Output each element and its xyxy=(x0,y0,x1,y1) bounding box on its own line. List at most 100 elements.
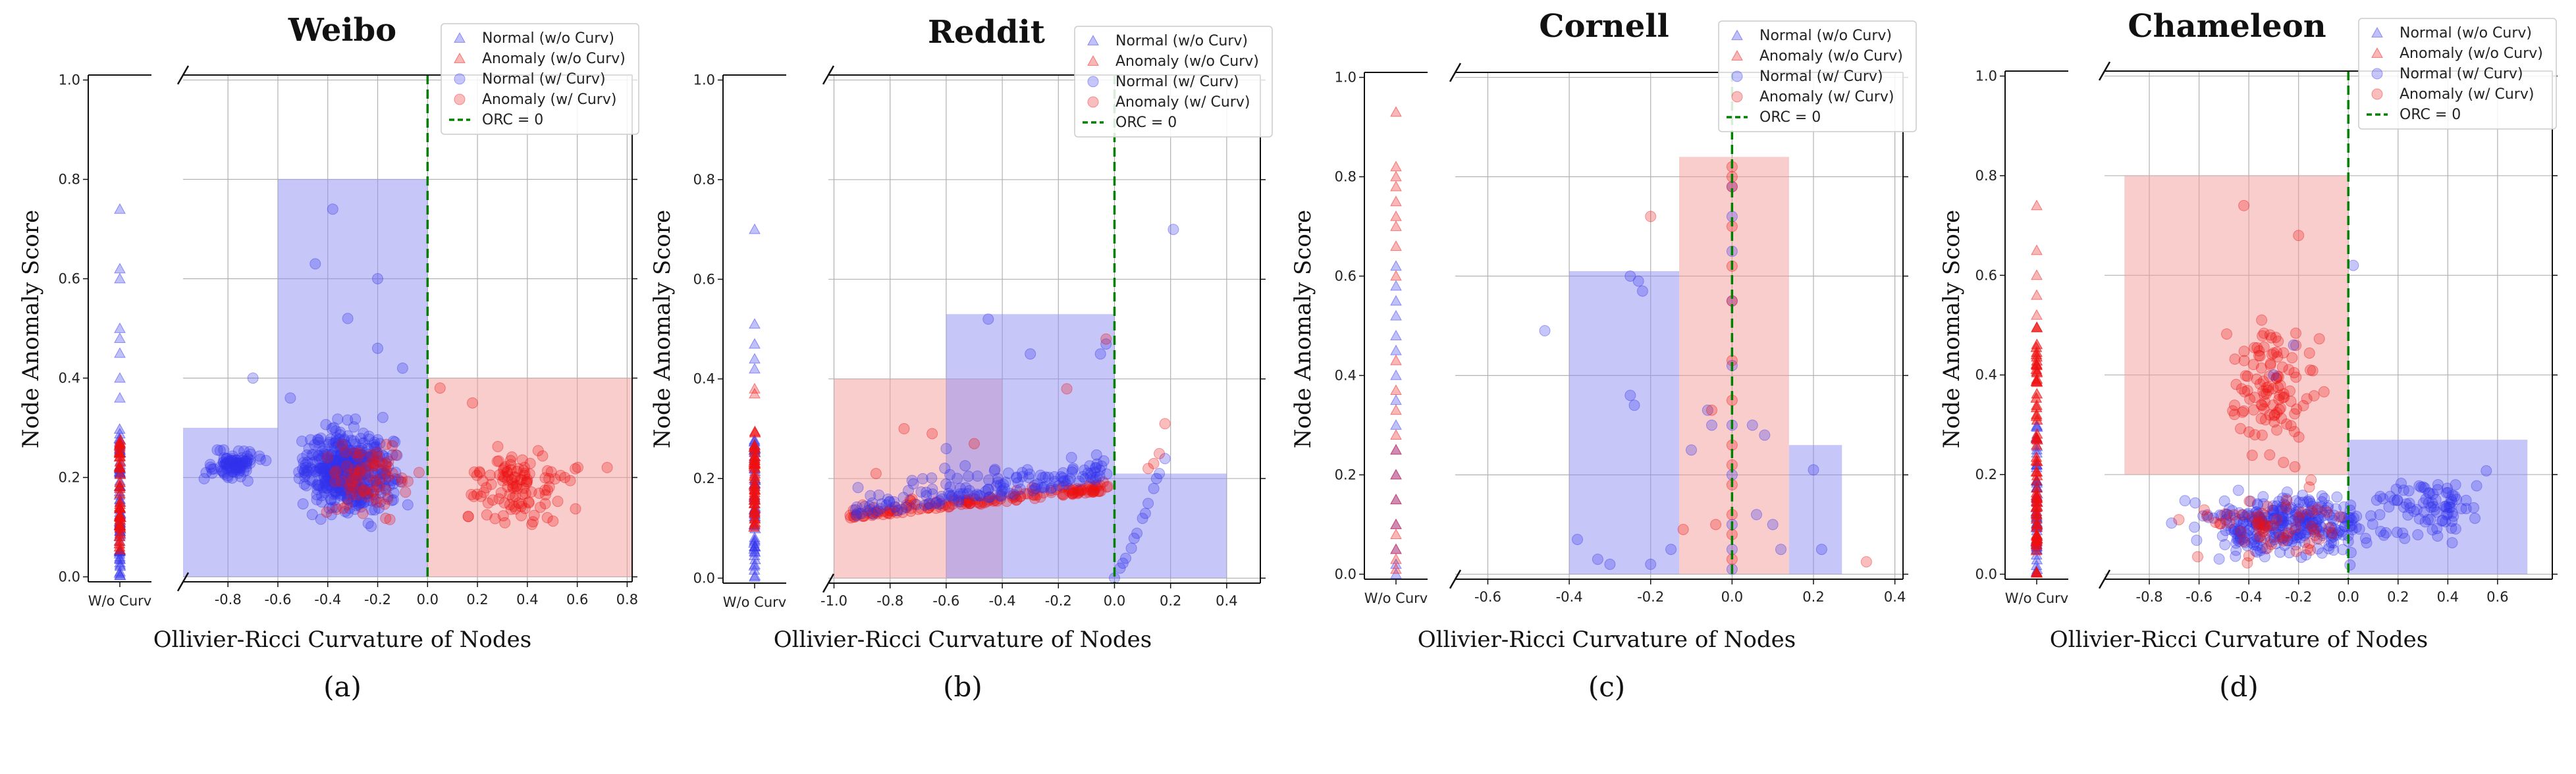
normal-point xyxy=(851,507,863,519)
normal-point xyxy=(335,449,346,461)
anomaly-point xyxy=(511,479,523,491)
normal-point xyxy=(326,472,338,483)
normal-point xyxy=(954,488,966,500)
normal-point xyxy=(996,490,1007,502)
normal-point xyxy=(377,457,389,469)
normal-point xyxy=(352,454,364,466)
anomaly-point xyxy=(2267,520,2279,532)
normal-point xyxy=(317,446,329,457)
anomaly-point xyxy=(844,509,856,521)
normal-point xyxy=(2323,509,2335,521)
normal-point xyxy=(2273,529,2285,540)
normal-point xyxy=(1137,513,1148,525)
normal-point xyxy=(1094,464,1106,476)
normal-point xyxy=(338,459,350,471)
anomaly-point xyxy=(353,478,365,490)
normal-point xyxy=(325,453,336,465)
normal-point xyxy=(859,500,871,512)
y-tick-label: 0.6 xyxy=(59,271,80,287)
anomaly-point xyxy=(984,491,996,503)
normal-point xyxy=(2213,553,2225,565)
normal-point xyxy=(322,479,334,491)
normal-point xyxy=(231,464,242,476)
normal-point xyxy=(1015,483,1026,495)
anomaly-legend-marker xyxy=(1731,91,1743,103)
legend-label: Normal (w/o Curv) xyxy=(1115,33,1248,49)
anomaly-point xyxy=(359,484,371,496)
anomaly-point xyxy=(1085,484,1097,496)
normal-point xyxy=(366,495,378,507)
normal-point xyxy=(1090,449,1102,461)
legend-label: Normal (w/o Curv) xyxy=(1759,28,1892,44)
normal-point xyxy=(2266,520,2278,531)
normal-point xyxy=(2290,539,2301,551)
normal-point xyxy=(324,459,336,471)
normal-point xyxy=(2471,480,2482,492)
normal-point xyxy=(327,502,338,513)
normal-point xyxy=(2238,516,2249,528)
normal-point xyxy=(2295,527,2307,538)
anomaly-stub-triangle xyxy=(2030,455,2043,466)
anomaly-point xyxy=(2263,384,2274,396)
normal-point xyxy=(340,449,352,461)
normal-point xyxy=(242,453,254,465)
normal-point xyxy=(934,495,946,507)
normal-point xyxy=(963,471,975,482)
normal-point xyxy=(367,489,379,500)
anomaly-point xyxy=(1046,486,1057,498)
anomaly-point xyxy=(2257,385,2269,397)
normal-point xyxy=(2255,518,2267,530)
normal-point xyxy=(353,464,365,476)
anomaly-point xyxy=(1010,494,1022,506)
normal-point xyxy=(319,487,331,498)
normal-point xyxy=(333,437,345,449)
normal-point xyxy=(222,471,234,483)
normal-point xyxy=(2300,549,2312,561)
anomaly-point xyxy=(2263,371,2275,382)
normal-point xyxy=(352,462,364,474)
normal-point xyxy=(2274,520,2286,532)
normal-point xyxy=(348,482,360,494)
normal-point xyxy=(325,458,336,470)
normal-point xyxy=(2338,511,2349,523)
anomaly-point xyxy=(2236,383,2247,395)
normal-point xyxy=(323,455,335,467)
normal-point xyxy=(2290,509,2301,521)
normal-point xyxy=(2260,543,2272,555)
normal-point xyxy=(2384,490,2396,502)
normal-point xyxy=(328,448,340,459)
anomaly-point xyxy=(365,450,377,461)
normal-point xyxy=(344,464,356,476)
normal-point xyxy=(325,509,337,521)
normal-point xyxy=(2425,502,2437,513)
normal-point xyxy=(314,463,326,475)
normal-point xyxy=(2288,339,2299,351)
normal-point xyxy=(2378,529,2390,541)
panel-title: Weibo xyxy=(288,12,396,49)
normal-point xyxy=(254,450,265,462)
anomaly-point xyxy=(995,493,1007,505)
normal-point xyxy=(350,482,362,494)
normal-point xyxy=(331,432,342,444)
normal-point xyxy=(331,473,343,485)
normal-point xyxy=(2305,505,2317,516)
normal-stub-triangle xyxy=(114,569,126,580)
normal-point xyxy=(2248,539,2260,550)
normal-point xyxy=(2299,536,2311,548)
normal-point xyxy=(2322,500,2334,511)
anomaly-point xyxy=(2221,328,2232,340)
normal-point xyxy=(331,460,343,472)
normal-point xyxy=(2251,546,2263,558)
normal-point xyxy=(1025,348,1036,360)
normal-point xyxy=(231,457,243,469)
normal-stub-triangle xyxy=(1390,330,1402,340)
normal-point xyxy=(2220,525,2232,536)
normal-point xyxy=(311,494,323,505)
anomaly-point xyxy=(504,455,516,467)
anomaly-point xyxy=(2253,349,2265,361)
x-tick-label: -0.2 xyxy=(364,592,391,607)
anomaly-point xyxy=(2260,414,2271,426)
anomaly-point xyxy=(940,499,952,511)
normal-point xyxy=(348,486,360,497)
normal-point xyxy=(2258,498,2269,510)
